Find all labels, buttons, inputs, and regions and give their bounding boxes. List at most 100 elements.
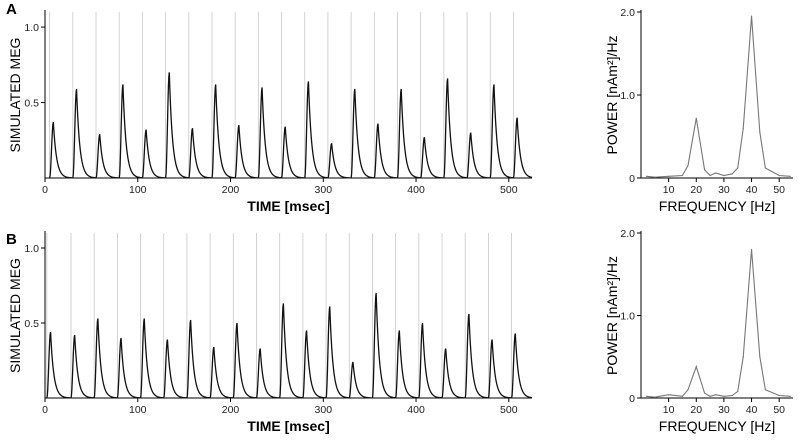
B-spectrum-spectrum-point-9 [723, 395, 725, 397]
A-spectrum-spectrum-point-11 [737, 167, 739, 169]
B-spectrum-spectrum-point-1 [654, 396, 656, 398]
B-time-y-tick-label: 0.5 [24, 318, 39, 330]
B-spectrum-x-tick-label: 20 [690, 404, 702, 416]
B-time-pulse-13 [348, 361, 373, 399]
B-spectrum-spectrum-point-13 [750, 248, 753, 251]
B-spectrum-spectrum-point-16 [778, 394, 780, 397]
B-time-pulse-11 [302, 330, 327, 399]
A-spectrum-x-tick-label: 40 [746, 184, 758, 196]
B-spectrum-spectrum-point-8 [715, 394, 717, 396]
A-time-pulse-13 [350, 88, 375, 179]
A-time-pulse-1 [72, 88, 97, 179]
A-spectrum-spectrum-point-2 [668, 175, 670, 177]
A-spectrum-y-tick-label: 2.0 [620, 7, 635, 19]
B-time-x-tick-label: 500 [500, 404, 518, 416]
A-spectrum-spectrum-point-1 [654, 176, 656, 178]
A-spectrum-x-axis-title: FREQUENCY [Hz] [659, 198, 775, 214]
A-time-pulse-14 [373, 123, 398, 179]
B-time-pulse-0 [46, 331, 71, 399]
A-spectrum-spectrum-point-4 [687, 164, 689, 167]
A-time-x-tick-label: 200 [222, 184, 240, 196]
A-time-pulse-3 [118, 84, 143, 179]
A-time-pulse-4 [141, 129, 166, 179]
B-time-x-tick-label: 200 [222, 404, 240, 416]
B-spectrum-x-tick-label: 10 [663, 404, 675, 416]
A-time-x-tick-label: 300 [315, 184, 333, 196]
A-spectrum-x-tick-label: 10 [663, 184, 675, 196]
panel-letter-B: B [6, 231, 17, 248]
A-spectrum-x-tick-label: 30 [718, 184, 730, 196]
B-time-pulse-18 [464, 313, 489, 399]
A-spectrum-spectrum-point-5 [695, 117, 697, 119]
B-spectrum-x-axis-title: FREQUENCY [Hz] [659, 418, 775, 434]
A-time-pulse-8 [234, 125, 259, 179]
A-spectrum-spectrum-point-15 [764, 167, 766, 169]
A-time-pulse-11 [304, 81, 328, 179]
A-time-pulse-20 [512, 117, 533, 179]
B-time-pulse-12 [325, 306, 350, 399]
A-time-x-tick-label: 100 [129, 184, 147, 196]
B-time-x-tick-label: 0 [42, 404, 48, 416]
A-time-pulse-6 [188, 128, 212, 179]
B-time-pulse-7 [209, 346, 234, 399]
A-spectrum-spectrum-point-10 [731, 173, 733, 175]
B-time-pulse-10 [279, 303, 303, 399]
B-time-pulse-1 [70, 334, 95, 399]
A-spectrum-y-axis-title: POWER [nAm²]/Hz [604, 35, 620, 154]
B-spectrum-spectrum-point-7 [709, 395, 711, 397]
B-time-y-tick-label: 1.0 [24, 243, 39, 255]
B-time-y-axis-title: SIMULATED MEG [7, 258, 23, 373]
B-time-pulse-3 [116, 337, 141, 399]
B-spectrum-spectrum-point-0 [645, 395, 648, 397]
B-time-pulse-20 [510, 333, 533, 399]
B-time-pulse-14 [371, 292, 396, 399]
B-time-pulse-9 [255, 348, 280, 399]
B-spectrum-spectrum-point-15 [764, 389, 766, 391]
A-spectrum-x-tick-label: 20 [690, 184, 702, 196]
A-spectrum-spectrum-point-17 [789, 175, 791, 177]
A-time-x-tick-label: 400 [407, 184, 425, 196]
B-time-pulse-19 [487, 339, 512, 399]
A-time-chart: A 0 100 200 300 400 500 0.5 1.0 TIME [msec] SIMULA… [6, 1, 533, 214]
B-time-pulse-17 [441, 348, 466, 399]
A-time-pulse-10 [280, 126, 305, 179]
A-time-y-tick-label: 0.5 [24, 98, 39, 110]
B-spectrum-spectrum-point-2 [668, 394, 670, 396]
B-spectrum-chart: 10 20 30 40 50 0 1.0 2.0 FREQUENCY [Hz] POWER [nA… [604, 228, 793, 434]
B-spectrum-spectrum-point-6 [703, 392, 706, 394]
A-time-pulse-12 [327, 143, 352, 179]
A-spectrum-spectrum-point-16 [778, 174, 780, 177]
A-spectrum-spectrum-point-12 [742, 127, 744, 129]
B-spectrum-y-tick-label: 2.0 [620, 228, 635, 240]
B-spectrum-spectrum-point-12 [742, 356, 744, 358]
A-time-pulse-7 [211, 84, 236, 179]
A-time-pulse-2 [95, 134, 120, 179]
A-spectrum-spectrum-point-8 [715, 172, 717, 174]
A-spectrum-y-tick-label: 1.0 [620, 90, 635, 102]
A-spectrum-spectrum-point-9 [723, 174, 725, 177]
B-time-x-tick-label: 300 [315, 404, 333, 416]
A-time-pulse-0 [49, 122, 73, 179]
A-time-x-tick-label: 500 [500, 184, 518, 196]
B-spectrum-spectrum-point-17 [789, 395, 791, 397]
panel-letter-A: A [6, 1, 17, 18]
A-time-pulse-18 [466, 132, 491, 179]
A-time-x-axis-title: TIME [msec] [247, 198, 329, 214]
B-time-pulse-5 [163, 339, 187, 399]
B-time-pulse-16 [418, 322, 443, 399]
A-spectrum-spectrum-point-7 [709, 174, 711, 177]
A-spectrum-spectrum-point-3 [681, 174, 684, 177]
A-spectrum-y-tick-label: 0 [629, 173, 635, 185]
B-time-x-tick-label: 400 [407, 404, 425, 416]
B-spectrum-spectrum-point-10 [731, 394, 733, 397]
A-spectrum-chart: 10 20 30 40 50 0 1.0 2.0 FREQUENCY [Hz] POWER [nA… [604, 7, 793, 214]
B-spectrum-spectrum-point-3 [681, 395, 684, 397]
A-time-pulse-17 [443, 78, 468, 179]
A-time-pulse-5 [164, 72, 189, 179]
B-time-x-tick-label: 100 [129, 404, 147, 416]
A-time-pulse-16 [420, 137, 444, 179]
B-spectrum-x-tick-label: 50 [773, 404, 785, 416]
B-spectrum-y-tick-label: 1.0 [620, 311, 635, 323]
A-time-pulse-19 [489, 84, 514, 179]
